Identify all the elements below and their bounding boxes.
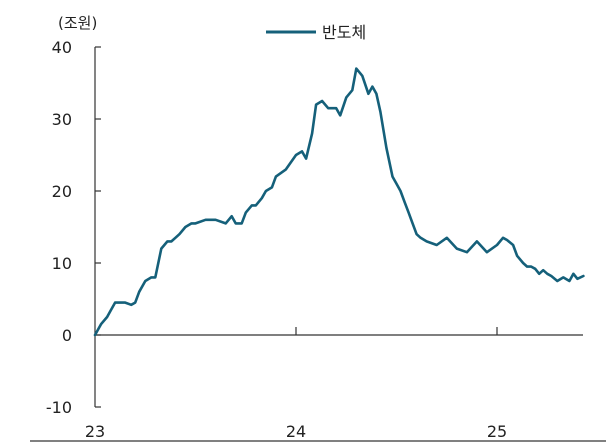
legend: 반도체 — [266, 23, 366, 42]
x-tick-label: 24 — [286, 422, 306, 441]
y-axis-ticks: -10 0 10 20 30 40 — [46, 38, 101, 417]
y-tick-label: 30 — [52, 110, 72, 129]
axes — [30, 47, 606, 442]
y-axis-unit-label: (조원) — [58, 14, 97, 32]
series-line-0 — [93, 67, 585, 337]
x-tick-label: 25 — [487, 422, 507, 441]
legend-label: 반도체 — [322, 23, 366, 42]
y-tick-label: 40 — [52, 38, 72, 57]
y-tick-label: 0 — [62, 326, 72, 345]
x-tick-label: 23 — [85, 422, 105, 441]
plot-area — [93, 67, 585, 337]
y-tick-label: -10 — [46, 398, 72, 417]
y-tick-label: 20 — [52, 182, 72, 201]
x-axis-ticks: 23 24 25 — [85, 327, 507, 441]
y-tick-label: 10 — [52, 254, 72, 273]
